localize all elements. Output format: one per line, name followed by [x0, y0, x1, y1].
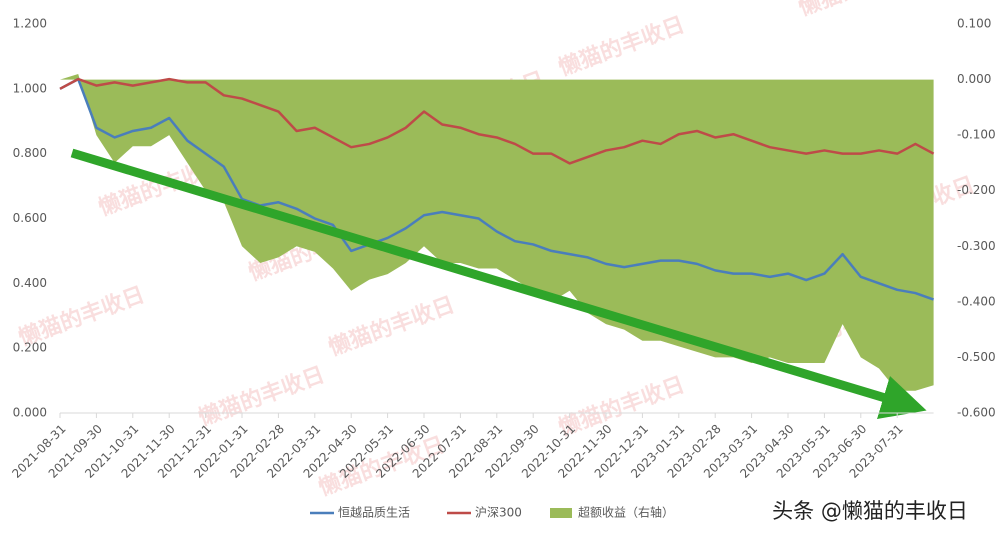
legend-swatch: [550, 508, 572, 518]
watermark: 头条 @懒猫的丰收日: [772, 499, 968, 523]
y-tick-label: 0.400: [13, 276, 47, 290]
background-watermark: 懒猫的丰收日: [795, 0, 928, 21]
y-tick-label: 0.200: [13, 341, 47, 355]
background-watermark: 懒猫的丰收日: [195, 362, 328, 432]
y-tick-label: 0.800: [13, 146, 47, 160]
y2-tick-label: -0.100: [957, 128, 996, 142]
y-tick-label: 1.200: [13, 17, 47, 31]
background-watermark: 懒猫的丰收日: [555, 12, 688, 82]
line-series: [59, 77, 935, 165]
y2-tick-label: -0.200: [957, 183, 996, 197]
y2-tick-label: -0.300: [957, 239, 996, 253]
line-series: [59, 77, 935, 301]
y2-tick-label: -0.500: [957, 350, 996, 364]
y-tick-label: 1.000: [13, 81, 47, 95]
y2-tick-label: -0.400: [957, 294, 996, 308]
legend-label: 恒越品质生活: [338, 506, 410, 520]
y-tick-label: 0.600: [13, 211, 47, 225]
legend-label: 超额收益（右轴）: [578, 505, 674, 520]
trend-arrow: [70, 148, 927, 420]
y2-tick-label: 0.100: [957, 17, 991, 31]
y2-tick-label: 0.000: [957, 72, 991, 86]
y2-tick-label: -0.600: [957, 406, 996, 420]
y-tick-label: 0.000: [13, 406, 47, 420]
legend-label: 沪深300: [475, 506, 522, 520]
background-watermark: 懒猫的丰收日: [325, 292, 458, 362]
